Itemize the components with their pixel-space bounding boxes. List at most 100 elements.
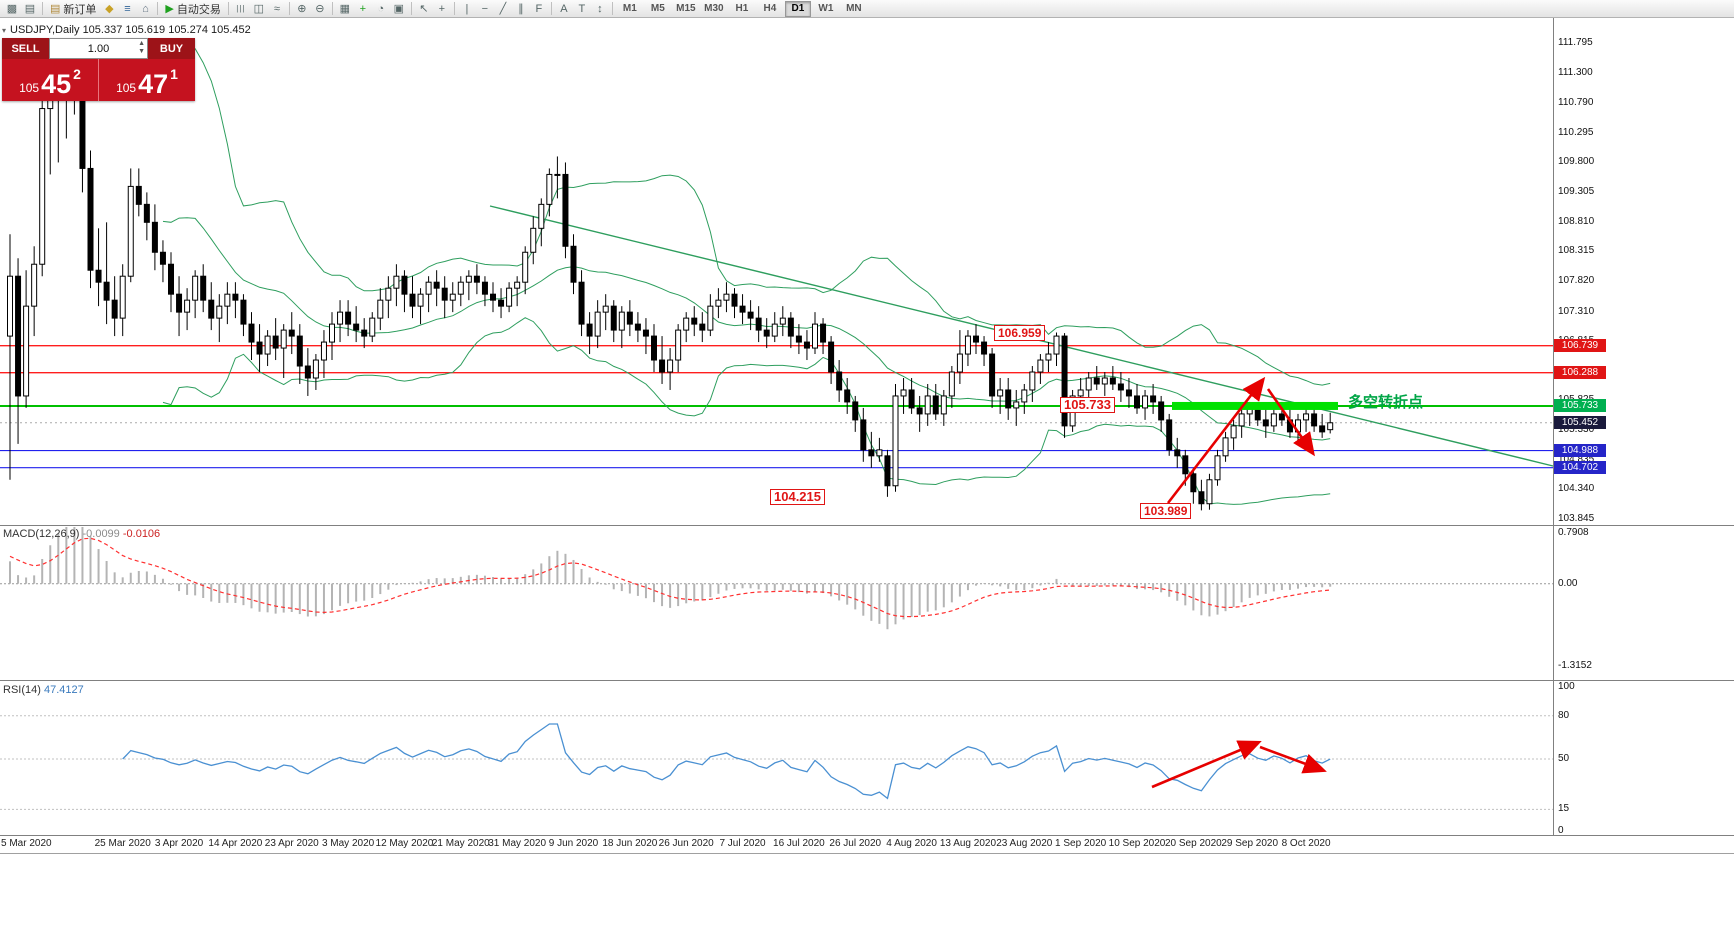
ohlc-values: 105.337 105.619 105.274 105.452: [82, 24, 251, 36]
cursor-icon[interactable]: ↖: [419, 3, 429, 15]
date-tick: 10 Sep 2020: [1108, 838, 1166, 849]
horizontal-line-icon[interactable]: −: [481, 2, 489, 15]
sell-price[interactable]: 105 45 2: [2, 59, 98, 101]
toolbar-separator: [157, 2, 159, 15]
price-scale-tick: 107.310: [1558, 305, 1595, 317]
sell-button[interactable]: SELL: [2, 38, 49, 59]
templates-icon[interactable]: ▣: [393, 3, 405, 15]
green-zone-object: [1172, 401, 1338, 410]
price-scale-tick: 103.845: [1558, 513, 1595, 524]
timeframe-MN[interactable]: MN: [846, 3, 862, 14]
price-scale-tick: 110.790: [1558, 97, 1594, 109]
price-scale-tick: 111.795: [1558, 37, 1593, 48]
price-scale-tick: 105.330: [1558, 424, 1595, 436]
trendline-icon[interactable]: ╱: [499, 3, 507, 15]
price-scale-tick: 109.305: [1558, 186, 1595, 198]
buy-button[interactable]: BUY: [148, 38, 195, 59]
bar-chart-icon[interactable]: |||: [236, 4, 246, 13]
volume-value: 1.00: [87, 42, 110, 55]
rsi-scale-tick: 0: [1558, 825, 1564, 836]
rsi-scale-tick: 15: [1558, 803, 1570, 815]
new-order-button[interactable]: ▤ 新订单: [50, 3, 97, 16]
toolbar-separator: [331, 2, 333, 15]
timeframe-M30[interactable]: M30: [704, 3, 724, 14]
toolbar-separator: [453, 2, 455, 15]
metaeditor-icon[interactable]: ◆: [105, 3, 114, 15]
vertical-line-icon[interactable]: |: [465, 2, 469, 15]
volume-spinner[interactable]: ▲ ▼: [138, 40, 145, 55]
indicators-icon[interactable]: +: [359, 2, 367, 15]
symbol-ohlc-label: USDJPY,Daily 105.337 105.619 105.274 105…: [10, 24, 251, 36]
zoom-in-icon[interactable]: ⊕: [297, 3, 307, 15]
timeframe-D1[interactable]: D1: [784, 0, 811, 17]
rsi-scale-tick: 80: [1558, 709, 1570, 721]
text-icon[interactable]: A: [560, 2, 568, 15]
arrow-annotations: [1151, 376, 1327, 789]
price-scale-tick: 108.810: [1558, 215, 1595, 227]
timeframe-M5[interactable]: M5: [650, 3, 665, 14]
price-label-object[interactable]: 106.959: [994, 325, 1046, 341]
date-tick: 26 Jun 2020: [658, 838, 714, 849]
one-click-trading-panel: SELL 1.00 ▲ ▼ BUY 105 45 2 105 47 1: [2, 38, 195, 101]
profiles-icon[interactable]: ▤: [24, 3, 36, 15]
macd-label: MACD(12,26,9) -0.0099 -0.0106: [3, 528, 161, 540]
toolbar-separator: [227, 2, 229, 15]
one-click-toggle-icon[interactable]: ▾: [2, 26, 7, 35]
date-tick: 20 Sep 2020: [1164, 838, 1222, 849]
toolbar-separator: [611, 2, 613, 15]
buy-price[interactable]: 105 47 1: [98, 59, 195, 101]
timeframe-H1[interactable]: H1: [735, 3, 749, 14]
candlestick-chart-icon[interactable]: ◫: [253, 3, 265, 15]
date-tick: 13 Aug 2020: [939, 838, 997, 849]
autotrading-button[interactable]: ▶ 自动交易: [165, 3, 221, 16]
zoom-out-icon[interactable]: ⊖: [315, 3, 325, 15]
line-chart-icon[interactable]: ≈: [273, 2, 280, 15]
price-tag-105.733: 105.733: [1554, 399, 1606, 413]
date-tick: 25 Mar 2020: [94, 838, 151, 849]
timeframe-H4[interactable]: H4: [763, 3, 777, 14]
date-tick: 3 May 2020: [321, 838, 375, 849]
turning-point-annotation[interactable]: 多空转折点: [1348, 394, 1424, 411]
date-tick: 18 Jun 2020: [602, 838, 658, 849]
fibonacci-icon[interactable]: F: [535, 2, 543, 15]
timeframe-M15[interactable]: M15: [676, 3, 696, 14]
date-tick: 16 Jul 2020: [773, 838, 825, 849]
navigator-icon[interactable]: ⌂: [142, 2, 149, 15]
date-tick: 5 Mar 2020: [1, 838, 52, 849]
price-tag-104.988: 104.988: [1554, 444, 1606, 458]
text-label-icon[interactable]: T: [578, 2, 586, 15]
price-scale-tick: 111.300: [1558, 66, 1593, 78]
periods-icon[interactable]: ◔: [377, 2, 385, 15]
candlestick-series: [7, 48, 1334, 511]
price-label-object[interactable]: 103.989: [1140, 503, 1192, 519]
symbol-name: USDJPY,Daily: [10, 24, 80, 36]
timeframe-M1[interactable]: M1: [622, 3, 637, 14]
price-tag-106.739: 106.739: [1554, 339, 1606, 353]
arrows-icon[interactable]: ↕: [597, 2, 603, 15]
date-tick: 23 Aug 2020: [996, 838, 1053, 849]
macd-scale-tick: -1.3152: [1558, 660, 1592, 671]
toolbar-separator: [288, 2, 290, 15]
date-tick: 26 Jul 2020: [829, 838, 882, 849]
new-chart-icon[interactable]: ▩: [6, 3, 18, 15]
timeframe-W1[interactable]: W1: [818, 3, 834, 14]
crosshair-icon[interactable]: +: [438, 2, 446, 15]
rsi-scale-tick: 50: [1558, 753, 1570, 764]
price-label-object[interactable]: 104.215: [770, 489, 825, 505]
channel-icon[interactable]: ∥: [518, 3, 524, 15]
price-tag-106.288: 106.288: [1554, 366, 1606, 380]
toolbar: ▩ ▤ ▤ 新订单 ◆ ≡ ⌂ ▶ 自动交易 ||| ◫ ≈ ⊕ ⊖ ▦ + ◔ ▣ ↖ + | − ╱ ∥ F A T ↕ M1 M5 M…: [0, 0, 1734, 18]
date-tick: 31 May 2020: [488, 838, 547, 849]
date-tick: 21 May 2020: [431, 838, 490, 849]
volume-input[interactable]: 1.00 ▲ ▼: [49, 38, 148, 59]
rsi-label: RSI(14) 47.4127: [3, 684, 84, 696]
price-label-object[interactable]: 105.733: [1060, 397, 1115, 413]
market-watch-icon[interactable]: ≡: [124, 2, 131, 15]
price-tag-105.452: 105.452: [1554, 416, 1606, 430]
rsi-scale-tick: 100: [1558, 681, 1575, 692]
date-tick: 23 Apr 2020: [264, 838, 319, 849]
date-tick: 14 Apr 2020: [208, 838, 263, 849]
tile-windows-icon[interactable]: ▦: [339, 3, 351, 15]
